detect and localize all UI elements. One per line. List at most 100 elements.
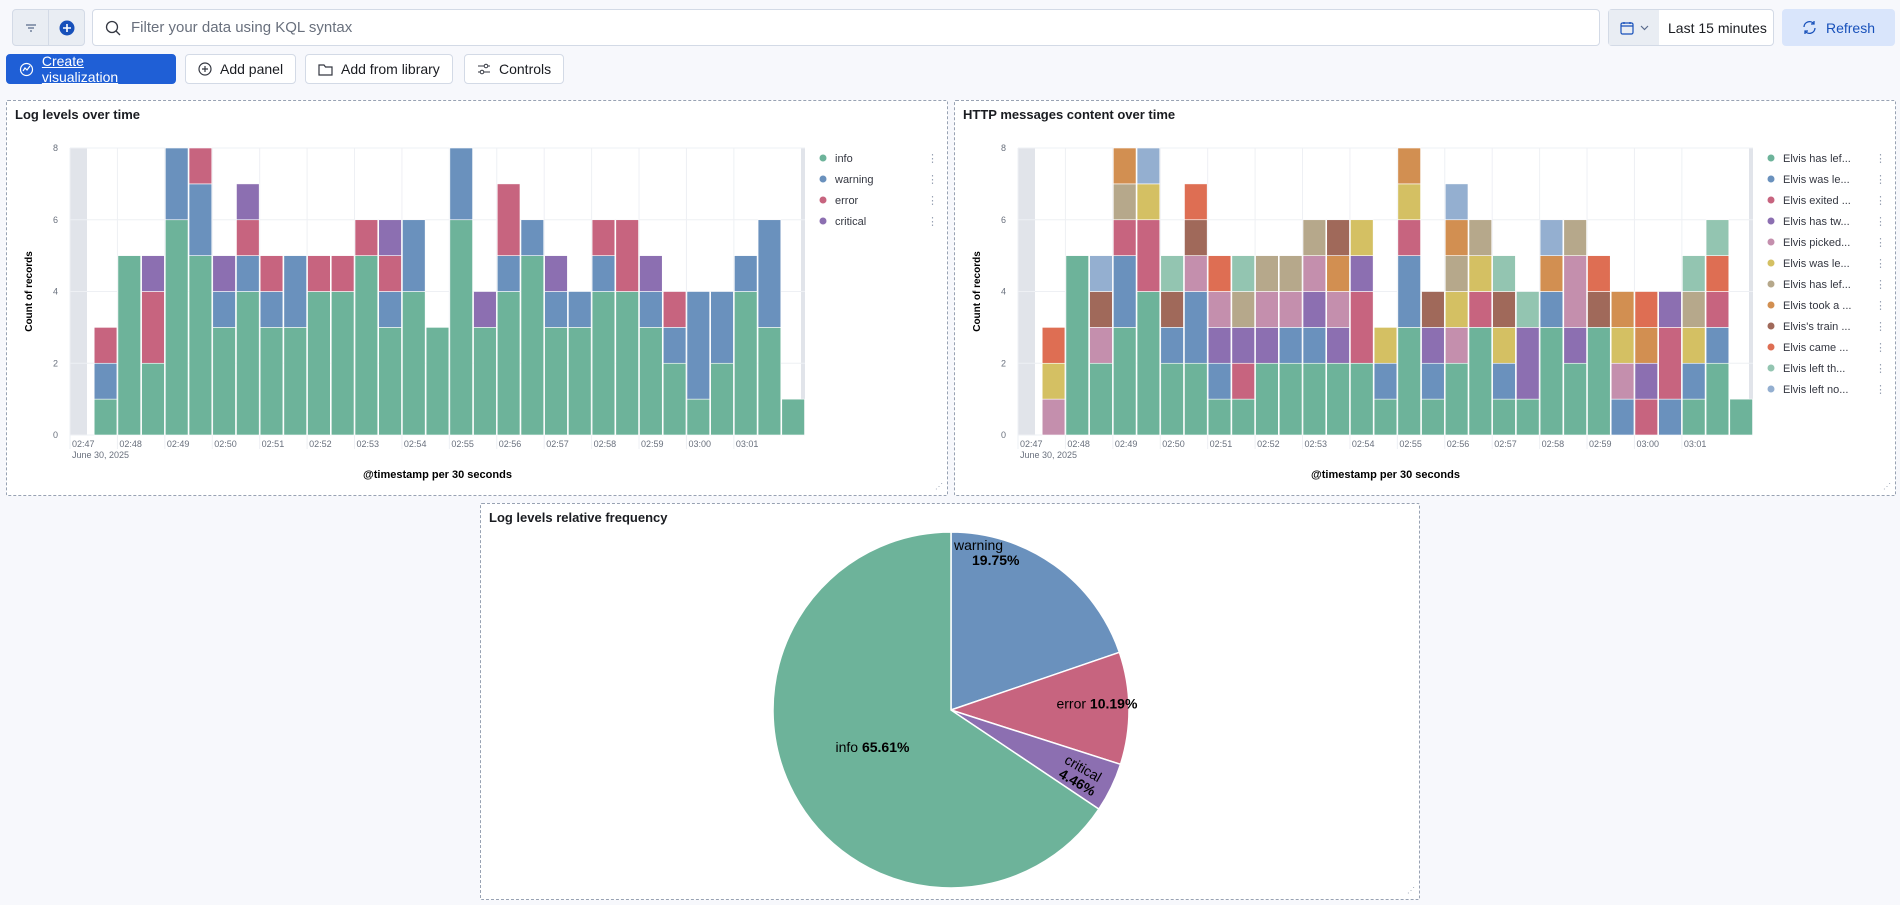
legend-item[interactable]: error — [835, 195, 859, 207]
bar-segment[interactable] — [283, 255, 307, 328]
bar-segment[interactable] — [1160, 327, 1184, 364]
bar-segment[interactable] — [1136, 219, 1161, 292]
bar-segment[interactable] — [1492, 362, 1516, 400]
bar-segment[interactable] — [1279, 362, 1303, 436]
bar-segment[interactable] — [212, 291, 236, 328]
bar-segment[interactable] — [1492, 255, 1516, 292]
bar-segment[interactable] — [1255, 327, 1279, 364]
bar-segment[interactable] — [236, 219, 260, 256]
bar-segment[interactable] — [591, 291, 616, 436]
bar-segment[interactable] — [1468, 291, 1492, 328]
bar-segment[interactable] — [1113, 327, 1137, 436]
kql-search-input[interactable]: Filter your data using KQL syntax — [92, 9, 1600, 46]
bar-segment[interactable] — [93, 398, 118, 436]
bar-segment[interactable] — [1468, 255, 1492, 292]
bar-segment[interactable] — [1136, 147, 1161, 185]
bar-segment[interactable] — [1563, 219, 1587, 256]
bar-segment[interactable] — [1563, 327, 1587, 364]
legend-actions-icon[interactable]: ⋮ — [1875, 321, 1886, 333]
legend-item[interactable]: Elvis was le... — [1783, 174, 1850, 186]
bar-segment[interactable] — [1610, 327, 1635, 364]
bar-segment[interactable] — [662, 327, 687, 364]
bar-segment[interactable] — [473, 291, 497, 328]
bar-segment[interactable] — [615, 219, 639, 292]
bar-segment[interactable] — [1682, 398, 1706, 436]
bar-segment[interactable] — [1207, 362, 1232, 400]
bar-segment[interactable] — [1350, 291, 1374, 364]
bar-segment[interactable] — [1492, 291, 1516, 328]
legend-actions-icon[interactable]: ⋮ — [1875, 216, 1886, 228]
bar-segment[interactable] — [1136, 183, 1161, 221]
legend-item[interactable]: warning — [834, 174, 874, 186]
bar-segment[interactable] — [1255, 291, 1279, 328]
bar-segment[interactable] — [236, 291, 260, 436]
bar-segment[interactable] — [1207, 327, 1232, 364]
bar-segment[interactable] — [1255, 255, 1279, 292]
bar-segment[interactable] — [307, 255, 331, 292]
legend-actions-icon[interactable]: ⋮ — [927, 174, 938, 186]
bar-segment[interactable] — [1444, 291, 1469, 328]
bar-segment[interactable] — [212, 255, 236, 292]
bar-segment[interactable] — [236, 255, 260, 292]
bar-segment[interactable] — [686, 291, 710, 400]
bar-segment[interactable] — [93, 362, 118, 400]
bar-segment[interactable] — [117, 255, 141, 436]
bar-segment[interactable] — [1397, 219, 1421, 256]
bar-segment[interactable] — [1610, 398, 1635, 436]
bar-segment[interactable] — [1089, 255, 1113, 292]
bar-segment[interactable] — [1421, 362, 1445, 400]
bar-segment[interactable] — [1444, 255, 1469, 292]
bar-segment[interactable] — [1184, 255, 1208, 292]
bar-segment[interactable] — [1255, 362, 1279, 436]
bar-segment[interactable] — [259, 255, 284, 292]
bar-segment[interactable] — [1444, 327, 1469, 364]
legend-item[interactable]: Elvis's train ... — [1783, 321, 1851, 333]
bar-segment[interactable] — [757, 219, 782, 328]
bar-segment[interactable] — [1444, 362, 1469, 436]
bar-segment[interactable] — [1658, 398, 1682, 436]
legend-actions-icon[interactable]: ⋮ — [1875, 384, 1886, 396]
bar-segment[interactable] — [1350, 219, 1374, 256]
legend-item[interactable]: Elvis left no... — [1783, 384, 1848, 396]
bar-segment[interactable] — [1041, 327, 1066, 364]
bar-segment[interactable] — [781, 398, 805, 436]
bar-segment[interactable] — [331, 255, 355, 292]
bar-segment[interactable] — [1468, 219, 1492, 256]
bar-segment[interactable] — [1279, 255, 1303, 292]
bar-segment[interactable] — [259, 327, 284, 436]
bar-segment[interactable] — [734, 291, 758, 436]
bar-segment[interactable] — [378, 291, 402, 328]
bar-segment[interactable] — [1160, 362, 1184, 436]
bar-segment[interactable] — [1634, 327, 1658, 364]
time-picker[interactable]: Last 15 minutes — [1608, 9, 1774, 46]
bar-segment[interactable] — [307, 291, 331, 436]
bar-segment[interactable] — [1184, 362, 1208, 436]
pie-slice[interactable] — [950, 531, 1121, 712]
bar-segment[interactable] — [1682, 327, 1706, 364]
legend-actions-icon[interactable]: ⋮ — [927, 195, 938, 207]
bar-segment[interactable] — [1587, 255, 1611, 292]
add-from-library-button[interactable]: Add from library — [305, 54, 453, 84]
bar-segment[interactable] — [1302, 362, 1327, 436]
legend-item[interactable]: Elvis has lef... — [1783, 153, 1851, 165]
bar-segment[interactable] — [354, 219, 379, 256]
bar-segment[interactable] — [1041, 398, 1066, 436]
bar-segment[interactable] — [1658, 291, 1682, 328]
filter-menu-button[interactable] — [13, 10, 49, 45]
bar-segment[interactable] — [639, 255, 663, 292]
bar-segment[interactable] — [1113, 147, 1137, 185]
bar-segment[interactable] — [1326, 291, 1350, 328]
bar-segment[interactable] — [1587, 327, 1611, 436]
bar-segment[interactable] — [734, 255, 758, 292]
bar-segment[interactable] — [1705, 327, 1730, 364]
bar-segment[interactable] — [496, 183, 521, 256]
legend-actions-icon[interactable]: ⋮ — [1875, 363, 1886, 375]
legend-actions-icon[interactable]: ⋮ — [1875, 258, 1886, 270]
legend-item[interactable]: Elvis took a ... — [1783, 300, 1851, 312]
bar-segment[interactable] — [568, 291, 592, 328]
bar-segment[interactable] — [639, 327, 663, 436]
bar-segment[interactable] — [1302, 327, 1327, 364]
bar-segment[interactable] — [331, 291, 355, 436]
bar-segment[interactable] — [141, 255, 165, 292]
bar-segment[interactable] — [1634, 362, 1658, 400]
